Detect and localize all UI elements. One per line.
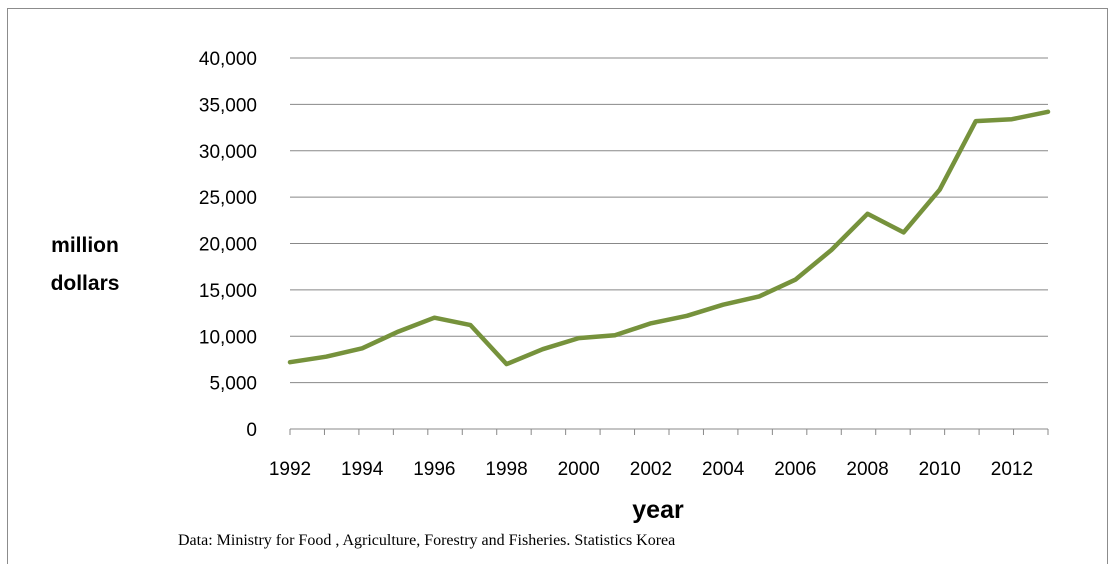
x-tick-label: 1992: [269, 459, 311, 480]
gridlines: [290, 58, 1048, 383]
x-tick-label: 1998: [485, 459, 527, 480]
x-tick-label: 2002: [630, 459, 672, 480]
x-axis-title: year: [632, 496, 684, 524]
series-line: [290, 112, 1048, 364]
y-tick-label: 40,000: [199, 49, 257, 70]
source-note: Data: Ministry for Food , Agriculture, F…: [178, 532, 675, 550]
x-tick-label: 2000: [558, 459, 600, 480]
y-tick-label: 35,000: [199, 95, 257, 116]
y-tick-label: 30,000: [199, 142, 257, 163]
series-layer: [290, 112, 1048, 364]
x-tick-label: 2004: [702, 459, 745, 480]
x-tick-label: 2006: [774, 459, 816, 480]
y-axis-title-line: million: [51, 234, 119, 257]
y-axis-title: million dollars: [51, 234, 120, 295]
y-tick-label: 5,000: [209, 374, 257, 395]
y-tick-label: 20,000: [199, 235, 257, 256]
x-tick-label: 1996: [413, 459, 455, 480]
y-tick-label: 15,000: [199, 281, 257, 302]
y-tick-label: 25,000: [199, 188, 257, 209]
x-axis: [290, 429, 1048, 435]
y-axis-title-line: dollars: [51, 272, 120, 295]
y-tick-label: 10,000: [199, 327, 257, 348]
y-tick-label: 0: [246, 420, 257, 441]
x-tick-label: 2008: [846, 459, 888, 480]
y-tick-labels: 0 5,000 10,000 15,000 20,000 25,000 30,000 35,0…: [199, 49, 257, 441]
x-tick-labels: 1992 1994 1996 1998 2000 2002 2004 2006 2008 2010…: [269, 459, 1033, 480]
x-tick-label: 1994: [341, 459, 384, 480]
x-tick-label: 2012: [991, 459, 1033, 480]
x-tick-label: 2010: [919, 459, 961, 480]
